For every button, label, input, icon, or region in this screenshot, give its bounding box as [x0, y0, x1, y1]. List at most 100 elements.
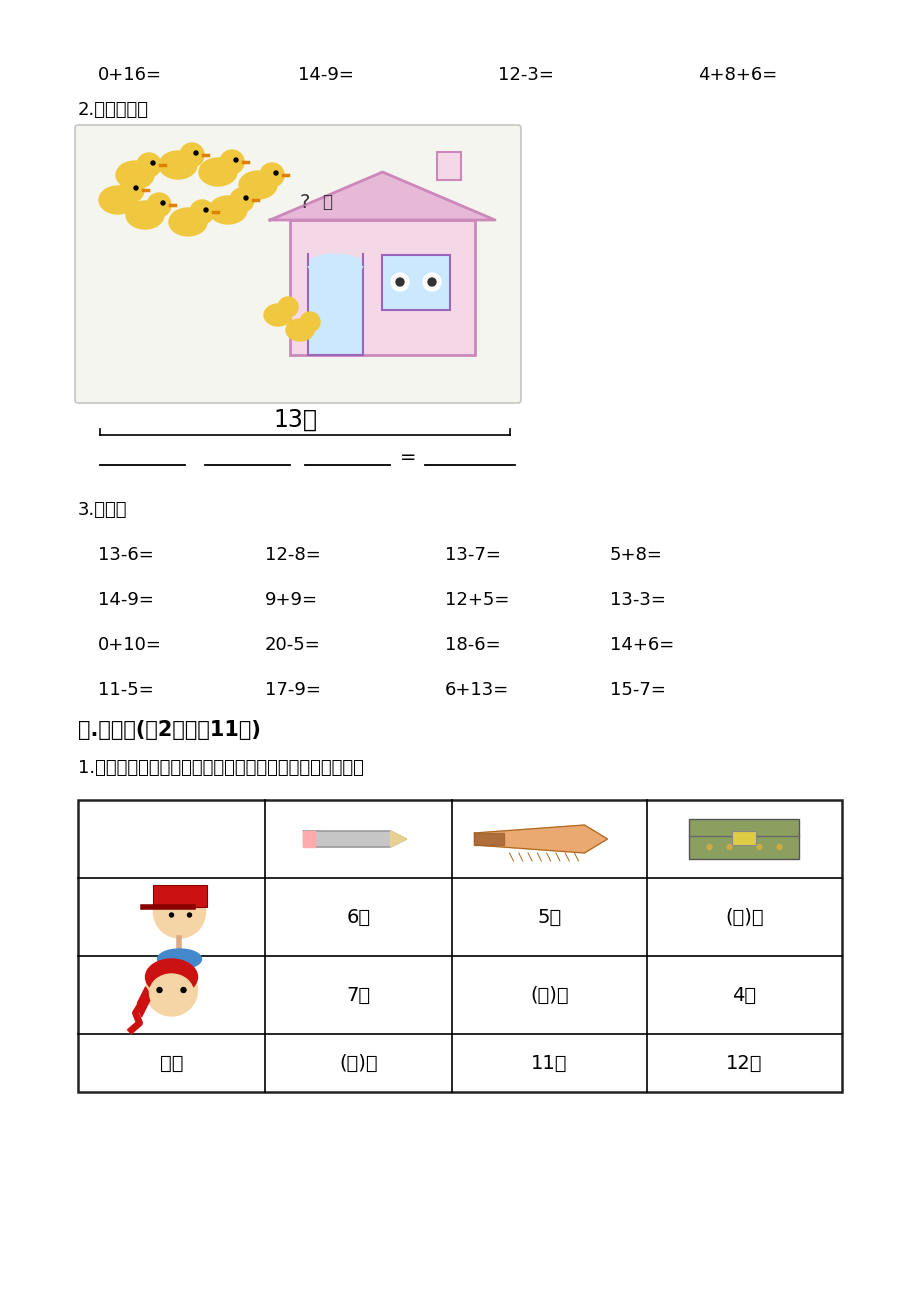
Circle shape — [134, 186, 138, 190]
Text: 一共: 一共 — [160, 1053, 183, 1073]
Circle shape — [220, 150, 244, 174]
Text: 11-5=: 11-5= — [98, 681, 153, 699]
Circle shape — [169, 913, 174, 917]
Circle shape — [233, 158, 238, 161]
Bar — [153, 885, 208, 907]
Circle shape — [391, 273, 409, 292]
Bar — [381, 255, 449, 310]
Ellipse shape — [209, 197, 246, 224]
Circle shape — [395, 279, 403, 286]
Text: 14+6=: 14+6= — [609, 635, 674, 654]
Circle shape — [194, 151, 198, 155]
Circle shape — [300, 312, 320, 332]
Text: 4块: 4块 — [732, 986, 755, 1005]
Text: 12-3=: 12-3= — [497, 66, 553, 85]
Text: 13-7=: 13-7= — [445, 546, 500, 564]
Text: 5把: 5把 — [537, 907, 561, 927]
Circle shape — [427, 279, 436, 286]
Circle shape — [244, 197, 248, 201]
Bar — [688, 819, 799, 859]
Text: =: = — [400, 448, 416, 466]
Text: 0+10=: 0+10= — [98, 635, 162, 654]
Circle shape — [137, 154, 161, 177]
Polygon shape — [269, 172, 494, 220]
Circle shape — [204, 208, 208, 212]
Ellipse shape — [169, 208, 207, 236]
Text: 5+8=: 5+8= — [609, 546, 663, 564]
Circle shape — [119, 178, 144, 202]
Text: (　)把: ( )把 — [529, 986, 568, 1005]
Text: 12块: 12块 — [725, 1053, 762, 1073]
Ellipse shape — [145, 960, 198, 995]
Ellipse shape — [126, 201, 164, 229]
Circle shape — [161, 201, 165, 204]
Polygon shape — [303, 831, 406, 848]
Circle shape — [278, 297, 298, 316]
Text: 2.看图列式。: 2.看图列式。 — [78, 102, 149, 118]
Ellipse shape — [239, 171, 277, 199]
Text: 15-7=: 15-7= — [609, 681, 665, 699]
Circle shape — [260, 163, 284, 187]
Polygon shape — [390, 831, 406, 848]
Bar — [308, 266, 363, 355]
Ellipse shape — [308, 254, 363, 276]
Ellipse shape — [99, 186, 137, 214]
Text: 13-6=: 13-6= — [98, 546, 153, 564]
Circle shape — [157, 987, 162, 992]
Circle shape — [274, 171, 278, 174]
Text: 18-6=: 18-6= — [445, 635, 500, 654]
Circle shape — [145, 963, 198, 1016]
Text: 14-9=: 14-9= — [298, 66, 354, 85]
Ellipse shape — [159, 151, 197, 178]
Bar — [437, 152, 460, 180]
Text: 17-9=: 17-9= — [265, 681, 321, 699]
Text: 9+9=: 9+9= — [265, 591, 318, 609]
Ellipse shape — [264, 303, 291, 326]
Text: 4+8+6=: 4+8+6= — [698, 66, 777, 85]
Circle shape — [756, 845, 761, 849]
Circle shape — [151, 161, 154, 165]
Circle shape — [147, 193, 171, 217]
Text: 6支: 6支 — [346, 907, 370, 927]
Polygon shape — [474, 833, 504, 845]
Ellipse shape — [286, 319, 313, 341]
Text: 13-3=: 13-3= — [609, 591, 665, 609]
Text: (　)支: ( )支 — [339, 1053, 378, 1073]
Circle shape — [153, 885, 205, 937]
Ellipse shape — [157, 949, 201, 969]
Circle shape — [180, 143, 204, 167]
Text: 13只: 13只 — [273, 408, 317, 432]
Polygon shape — [303, 831, 315, 848]
Ellipse shape — [149, 974, 193, 1012]
Circle shape — [230, 187, 254, 212]
Text: A: A — [176, 889, 183, 898]
Text: 只: 只 — [322, 193, 332, 211]
Text: 0+16=: 0+16= — [98, 66, 162, 85]
Circle shape — [726, 845, 732, 849]
Text: 五.作图题(剱2题，八11分): 五.作图题(剱2题，八11分) — [78, 720, 261, 740]
Text: 7支: 7支 — [346, 986, 370, 1005]
Text: 3.口算。: 3.口算。 — [78, 501, 128, 519]
Text: 6+13=: 6+13= — [445, 681, 509, 699]
Bar — [289, 220, 474, 355]
Text: (　)块: ( )块 — [724, 907, 763, 927]
Circle shape — [423, 273, 440, 292]
FancyBboxPatch shape — [75, 125, 520, 404]
Circle shape — [187, 913, 191, 917]
Text: 1.你能正确填写下面的表格吗？试试看。（从左到右填写）: 1.你能正确填写下面的表格吗？试试看。（从左到右填写） — [78, 759, 364, 777]
Circle shape — [190, 201, 214, 224]
Circle shape — [181, 987, 186, 992]
Circle shape — [777, 845, 781, 849]
Ellipse shape — [116, 161, 153, 189]
Text: 11把: 11把 — [530, 1053, 567, 1073]
Text: ?: ? — [300, 193, 310, 211]
Text: 12+5=: 12+5= — [445, 591, 509, 609]
Text: 12-8=: 12-8= — [265, 546, 321, 564]
Text: 20-5=: 20-5= — [265, 635, 321, 654]
Polygon shape — [137, 987, 152, 1017]
Bar — [732, 831, 755, 845]
Circle shape — [706, 845, 711, 849]
Polygon shape — [474, 825, 607, 853]
Text: 14-9=: 14-9= — [98, 591, 153, 609]
Ellipse shape — [199, 158, 237, 186]
